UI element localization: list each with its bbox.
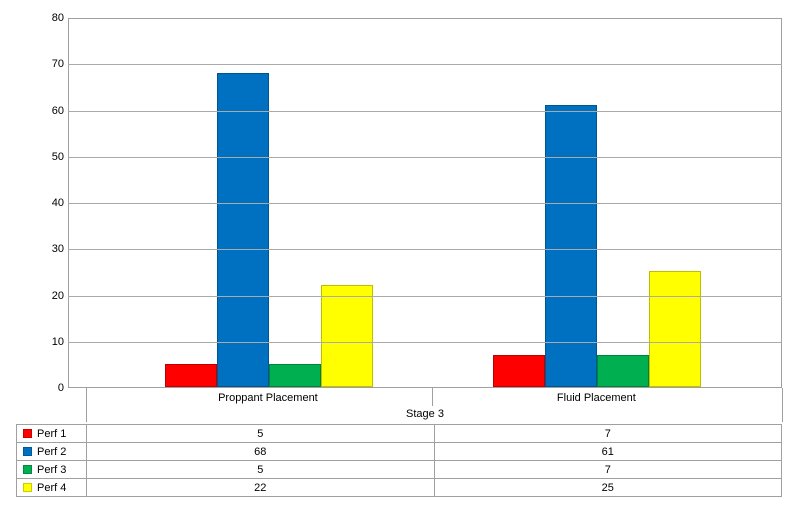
legend-marker [23,429,32,438]
data-table: Perf 157Perf 26861Perf 357Perf 42225 [16,424,782,497]
gridline [68,203,782,204]
legend-marker [23,447,32,456]
axis-tick [782,388,783,422]
row-header: Perf 4 [17,479,87,497]
series-name: Perf 4 [37,482,66,494]
table-row: Perf 1 57 [17,425,782,443]
bar-perf-3 [597,355,649,387]
y-tick-label: 80 [46,12,64,24]
table-row: Perf 3 57 [17,461,782,479]
bar-perf-4 [321,285,373,387]
data-cell: 22 [87,479,435,497]
y-tick-label: 70 [46,58,64,70]
data-cell: 61 [434,443,782,461]
axis-tick [432,388,433,406]
series-name: Perf 1 [37,428,66,440]
data-cell: 5 [87,461,435,479]
das-distribution-chart: DAS Caclculated % Distribution 010203040… [8,8,792,512]
data-cell: 5 [87,425,435,443]
data-cell: 7 [434,461,782,479]
gridline [68,157,782,158]
y-tick-label: 10 [46,336,64,348]
y-tick-label: 0 [46,382,64,394]
bar-perf-1 [165,364,217,387]
bar-perf-4 [649,271,701,387]
gridline [68,296,782,297]
data-cell: 7 [434,425,782,443]
row-header: Perf 2 [17,443,87,461]
y-tick-label: 50 [46,151,64,163]
table-row: Perf 2 6861 [17,443,782,461]
y-tick-label: 20 [46,290,64,302]
series-name: Perf 2 [37,446,66,458]
gridline [68,342,782,343]
category-label: Fluid Placement [557,392,636,404]
axis-tick [86,388,87,422]
row-header: Perf 3 [17,461,87,479]
bar-perf-2 [545,105,597,387]
table-row: Perf 4 2225 [17,479,782,497]
gridline [68,249,782,250]
legend-marker [23,465,32,474]
legend-marker [23,483,32,492]
bar-perf-1 [493,355,545,387]
bar-perf-3 [269,364,321,387]
y-tick-label: 40 [46,197,64,209]
y-tick-label: 60 [46,105,64,117]
gridline [68,111,782,112]
bar-perf-2 [217,73,269,388]
data-cell: 68 [87,443,435,461]
data-cell: 25 [434,479,782,497]
gridline [68,64,782,65]
series-name: Perf 3 [37,464,66,476]
row-header: Perf 1 [17,425,87,443]
y-tick-label: 30 [46,243,64,255]
category-label: Proppant Placement [218,392,318,404]
stage-label: Stage 3 [406,408,444,420]
